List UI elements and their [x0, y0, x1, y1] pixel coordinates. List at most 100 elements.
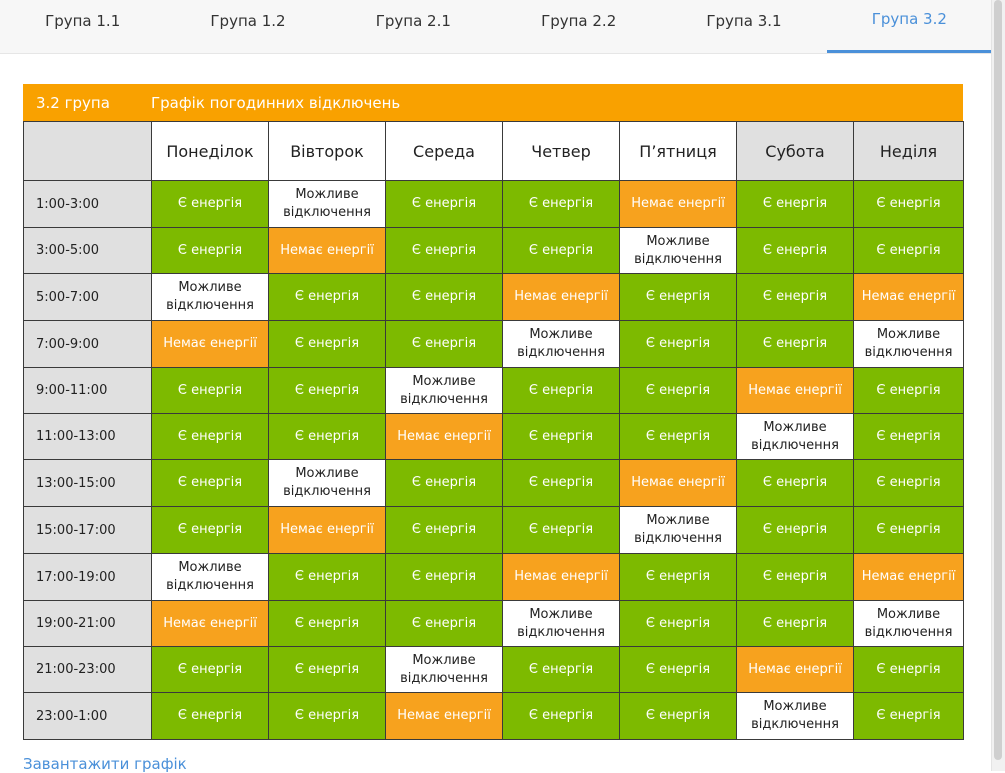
status-cell-yes: Є енергія: [151, 180, 269, 228]
status-cell-yes: Є енергія: [385, 227, 503, 274]
status-cell-yes: Є енергія: [151, 227, 269, 274]
schedule-table: Понеділок Вівторок Середа Четвер П’ятниця Суб…: [23, 121, 964, 740]
day-header: Неділя: [853, 121, 964, 181]
status-cell-yes: Є енергія: [736, 459, 854, 507]
schedule-card: 3.2 група Графік погодинних відключень П…: [23, 84, 964, 740]
day-header: Вівторок: [268, 121, 386, 181]
status-cell-no: Немає енергії: [385, 692, 503, 740]
status-cell-maybe: Можливе відключення: [502, 600, 620, 647]
schedule-row: 13:00-15:00 Є енергія Можливе відключення Є…: [23, 459, 964, 507]
time-slot: 3:00-5:00: [23, 227, 152, 274]
status-cell-yes: Є енергія: [502, 180, 620, 228]
status-cell-yes: Є енергія: [619, 553, 737, 601]
status-cell-yes: Є енергія: [268, 413, 386, 460]
status-cell-maybe: Можливе відключення: [385, 367, 503, 414]
status-cell-no: Немає енергії: [853, 553, 964, 601]
tab-group-1-2[interactable]: Група 1.2: [210, 11, 286, 30]
time-slot: 1:00-3:00: [23, 180, 152, 228]
schedule-row: 17:00-19:00 Можливе відключення Є енергія Є…: [23, 553, 964, 601]
status-cell-yes: Є енергія: [385, 180, 503, 228]
status-cell-yes: Є енергія: [151, 646, 269, 693]
scrollbar-thumb[interactable]: [994, 0, 1002, 760]
time-slot: 7:00-9:00: [23, 320, 152, 368]
status-cell-maybe: Можливе відключення: [619, 227, 737, 274]
status-cell-maybe: Можливе відключення: [619, 506, 737, 554]
tab-group-2-2[interactable]: Група 2.2: [541, 11, 617, 30]
schedule-row: 11:00-13:00 Є енергія Є енергія Немає енерг…: [23, 413, 964, 460]
day-header: П’ятниця: [619, 121, 737, 181]
status-cell-yes: Є енергія: [502, 367, 620, 414]
status-cell-yes: Є енергія: [268, 367, 386, 414]
status-cell-maybe: Можливе відключення: [736, 413, 854, 460]
status-cell-yes: Є енергія: [853, 692, 964, 740]
status-cell-no: Немає енергії: [853, 273, 964, 321]
status-cell-no: Немає енергії: [619, 459, 737, 507]
tab-group-3-1[interactable]: Група 3.1: [706, 11, 782, 30]
status-cell-yes: Є енергія: [619, 273, 737, 321]
status-cell-yes: Є енергія: [853, 180, 964, 228]
status-cell-maybe: Можливе відключення: [853, 600, 964, 647]
status-cell-yes: Є енергія: [736, 227, 854, 274]
status-cell-yes: Є енергія: [502, 459, 620, 507]
time-slot: 21:00-23:00: [23, 646, 152, 693]
schedule-row: 1:00-3:00 Є енергія Можливе відключення Є е…: [23, 180, 964, 228]
time-slot: 9:00-11:00: [23, 367, 152, 414]
status-cell-yes: Є енергія: [502, 227, 620, 274]
status-cell-yes: Є енергія: [853, 506, 964, 554]
status-cell-yes: Є енергія: [853, 367, 964, 414]
status-cell-yes: Є енергія: [151, 459, 269, 507]
status-cell-yes: Є енергія: [385, 553, 503, 601]
status-cell-no: Немає енергії: [736, 367, 854, 414]
status-cell-yes: Є енергія: [736, 553, 854, 601]
status-cell-maybe: Можливе відключення: [268, 180, 386, 228]
schedule-row: 5:00-7:00 Можливе відключення Є енергія Є е…: [23, 273, 964, 321]
corner-cell: [23, 121, 152, 181]
status-cell-maybe: Можливе відключення: [736, 692, 854, 740]
status-cell-yes: Є енергія: [853, 227, 964, 274]
status-cell-yes: Є енергія: [619, 692, 737, 740]
schedule-row: 19:00-21:00 Немає енергії Є енергія Є енерг…: [23, 600, 964, 647]
tab-group-3-2[interactable]: Група 3.2: [826, 0, 992, 53]
status-cell-yes: Є енергія: [268, 553, 386, 601]
group-label: 3.2 група: [36, 93, 110, 112]
status-cell-yes: Є енергія: [385, 459, 503, 507]
schedule-row: 23:00-1:00 Є енергія Є енергія Немає енергі…: [23, 692, 964, 740]
status-cell-maybe: Можливе відключення: [385, 646, 503, 693]
time-slot: 23:00-1:00: [23, 692, 152, 740]
status-cell-yes: Є енергія: [151, 367, 269, 414]
schedule-title: Графік погодинних відключень: [151, 93, 401, 112]
status-cell-maybe: Можливе відключення: [151, 273, 269, 321]
status-cell-yes: Є енергія: [853, 413, 964, 460]
scrollbar[interactable]: [991, 0, 1005, 771]
status-cell-yes: Є енергія: [502, 506, 620, 554]
time-slot: 13:00-15:00: [23, 459, 152, 507]
status-cell-yes: Є енергія: [619, 320, 737, 368]
download-schedule-link[interactable]: Завантажити графік: [23, 755, 187, 773]
tab-group-2-1[interactable]: Група 2.1: [375, 11, 451, 30]
status-cell-maybe: Можливе відключення: [268, 459, 386, 507]
status-cell-yes: Є енергія: [151, 413, 269, 460]
status-cell-yes: Є енергія: [502, 692, 620, 740]
status-cell-yes: Є енергія: [385, 320, 503, 368]
status-cell-yes: Є енергія: [502, 646, 620, 693]
schedule-row: 3:00-5:00 Є енергія Немає енергії Є енергія…: [23, 227, 964, 274]
day-header-row: Понеділок Вівторок Середа Четвер П’ятниця Суб…: [23, 121, 964, 181]
status-cell-yes: Є енергія: [151, 692, 269, 740]
time-slot: 11:00-13:00: [23, 413, 152, 460]
schedule-row: 7:00-9:00 Немає енергії Є енергія Є енергія…: [23, 320, 964, 368]
tab-group-1-1[interactable]: Група 1.1: [45, 11, 121, 30]
schedule-row: 15:00-17:00 Є енергія Немає енергії Є енерг…: [23, 506, 964, 554]
status-cell-yes: Є енергія: [268, 646, 386, 693]
schedule-header: 3.2 група Графік погодинних відключень: [23, 84, 963, 121]
status-cell-yes: Є енергія: [619, 367, 737, 414]
time-slot: 15:00-17:00: [23, 506, 152, 554]
status-cell-no: Немає енергії: [619, 180, 737, 228]
status-cell-yes: Є енергія: [736, 600, 854, 647]
status-cell-no: Немає енергії: [502, 273, 620, 321]
status-cell-maybe: Можливе відключення: [151, 553, 269, 601]
status-cell-yes: Є енергія: [619, 600, 737, 647]
status-cell-yes: Є енергія: [385, 600, 503, 647]
status-cell-yes: Є енергія: [853, 646, 964, 693]
status-cell-yes: Є енергія: [268, 600, 386, 647]
status-cell-maybe: Можливе відключення: [853, 320, 964, 368]
